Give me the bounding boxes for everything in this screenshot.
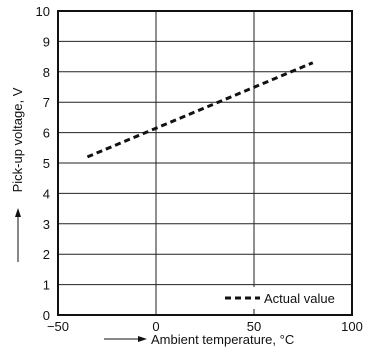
series-layer	[86, 61, 314, 159]
series-line-actual-value	[86, 61, 314, 159]
legend: Actual value	[220, 287, 350, 309]
y-tick-label: 1	[43, 278, 50, 293]
x-tick-label: 0	[152, 319, 159, 334]
plot-frame	[57, 10, 353, 316]
y-axis-label: Pick-up voltage, V	[10, 87, 25, 192]
y-tick-label: 4	[43, 186, 50, 201]
y-tick-label: 3	[43, 217, 50, 232]
x-tick-label: 50	[247, 319, 261, 334]
y-tick-label: 10	[36, 4, 50, 19]
y-axis-arrowhead	[15, 208, 21, 217]
y-tick-label: 9	[43, 34, 50, 49]
y-tick-label: 0	[43, 308, 50, 323]
x-axis-label-group: Ambient temperature, °C	[104, 332, 294, 347]
legend-background	[220, 287, 350, 309]
x-axis-ticks: −50 0 50 100	[47, 319, 363, 334]
x-axis-arrowhead	[138, 336, 147, 342]
legend-label-actual-value: Actual value	[264, 291, 335, 306]
x-tick-label: −50	[47, 319, 69, 334]
y-axis-label-group: Pick-up voltage, V	[10, 87, 25, 262]
y-tick-label: 2	[43, 247, 50, 262]
x-tick-label: 100	[341, 319, 363, 334]
y-tick-label: 6	[43, 126, 50, 141]
y-tick-label: 8	[43, 65, 50, 80]
y-axis-ticks: 0 1 2 3 4 5 6 7 8 9 10	[36, 4, 50, 323]
y-tick-label: 7	[43, 95, 50, 110]
x-axis-label: Ambient temperature, °C	[151, 332, 294, 347]
y-tick-label: 5	[43, 156, 50, 171]
grid	[58, 11, 352, 315]
